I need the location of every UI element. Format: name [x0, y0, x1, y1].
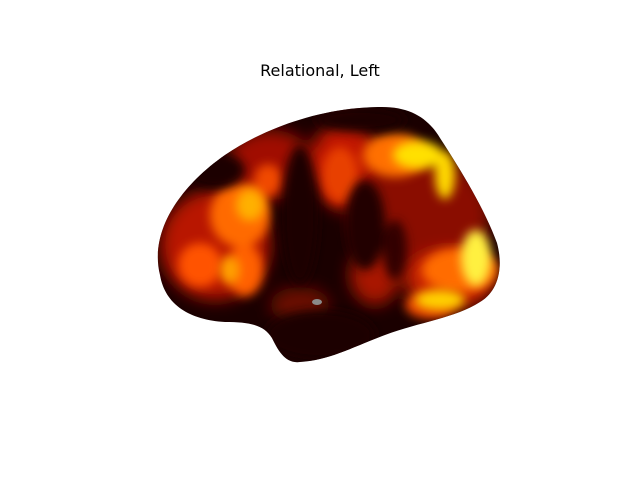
figure-title: Relational, Left [260, 61, 380, 80]
dark-regions [185, 108, 407, 360]
medial-wall-patch [312, 299, 322, 305]
activation-map [157, 106, 500, 363]
activation-blobs-peak [220, 141, 491, 310]
